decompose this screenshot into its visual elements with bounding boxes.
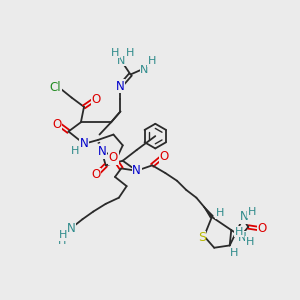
Text: H: H [70, 146, 79, 157]
Text: H: H [235, 226, 243, 237]
Text: H: H [230, 248, 238, 258]
Text: N: N [98, 145, 106, 158]
Text: H: H [215, 208, 224, 218]
Text: O: O [92, 93, 101, 106]
Text: O: O [159, 150, 169, 163]
Text: N: N [132, 164, 141, 177]
Text: O: O [91, 168, 100, 181]
Polygon shape [204, 207, 213, 218]
Text: H: H [148, 56, 156, 66]
Text: N: N [67, 222, 75, 235]
Text: N: N [80, 137, 88, 150]
Text: H: H [58, 236, 67, 246]
Text: O: O [258, 222, 267, 235]
Text: N: N [140, 65, 148, 75]
Text: H: H [59, 230, 67, 240]
Text: H: H [248, 207, 256, 217]
Text: S: S [198, 231, 206, 244]
Text: N: N [116, 80, 125, 92]
Text: H: H [246, 237, 254, 247]
Text: Cl: Cl [50, 81, 61, 94]
Text: N: N [240, 211, 249, 224]
Text: N: N [238, 231, 247, 244]
Text: O: O [52, 118, 62, 131]
Text: H: H [126, 48, 135, 58]
Text: H: H [111, 48, 119, 58]
Text: O: O [109, 151, 118, 164]
Text: N: N [117, 56, 125, 66]
